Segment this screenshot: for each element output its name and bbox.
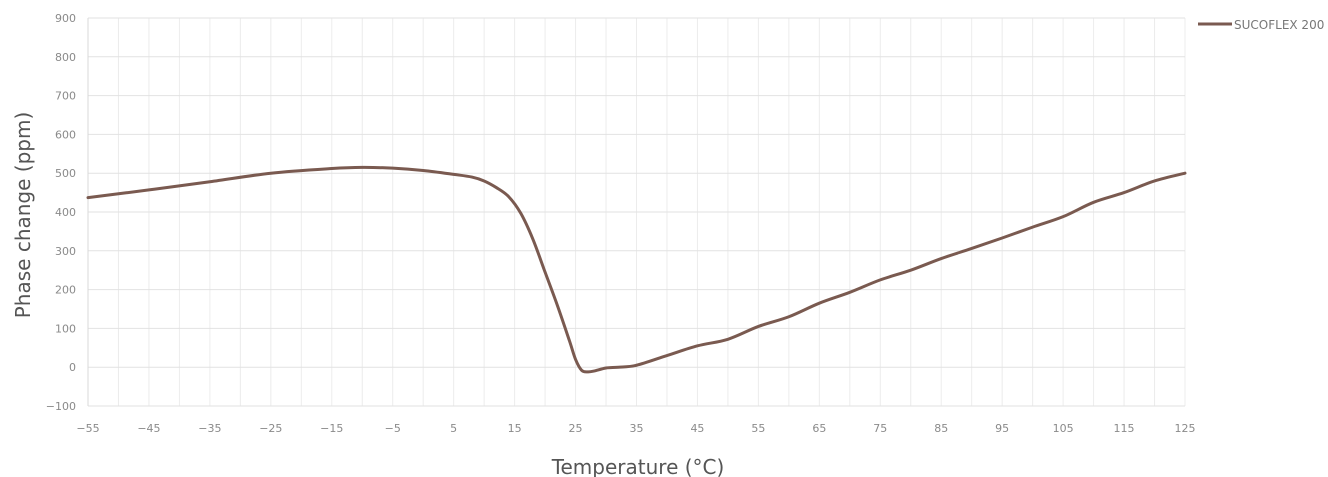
x-tick-label: −55: [76, 422, 99, 435]
y-tick-label: 900: [55, 12, 76, 25]
legend-entry: SUCOFLEX 200: [1234, 18, 1324, 32]
x-tick-label: −5: [385, 422, 401, 435]
y-tick-label: 0: [69, 361, 76, 374]
x-tick-label: 25: [569, 422, 583, 435]
x-axis: −55 −45 −35 −25 −15 −5 5 15 25 35 45 55 65 75 85 95 105 1…: [76, 422, 1195, 435]
x-tick-label: 15: [508, 422, 522, 435]
series-group: [86, 165, 1187, 374]
y-axis-title: Phase change (ppm): [11, 112, 35, 319]
y-tick-label: −100: [46, 400, 76, 413]
x-tick-label: 125: [1175, 422, 1196, 435]
x-tick-label: 65: [812, 422, 826, 435]
x-tick-label: 55: [751, 422, 765, 435]
x-tick-label: 5: [450, 422, 457, 435]
y-tick-label: 700: [55, 90, 76, 103]
x-tick-label: −15: [320, 422, 343, 435]
x-tick-label: 35: [630, 422, 644, 435]
x-tick-label: 45: [690, 422, 704, 435]
x-tick-label: 115: [1114, 422, 1135, 435]
x-axis-title: Temperature (°C): [551, 455, 725, 477]
y-tick-label: 400: [55, 206, 76, 219]
y-tick-label: 800: [55, 51, 76, 64]
y-tick-label: 500: [55, 167, 76, 180]
x-tick-label: 75: [873, 422, 887, 435]
x-tick-label: 95: [995, 422, 1009, 435]
y-axis: 900 800 700 600 500 400 300 200 100 0 −100: [46, 12, 76, 413]
legend: SUCOFLEX 200: [1198, 18, 1324, 32]
x-tick-label: −35: [198, 422, 221, 435]
y-tick-label: 600: [55, 128, 76, 141]
x-tick-label: −25: [259, 422, 282, 435]
grid: [87, 17, 1186, 407]
y-tick-label: 200: [55, 284, 76, 297]
x-tick-label: 105: [1053, 422, 1074, 435]
series-line: [86, 165, 1187, 374]
x-tick-label: 85: [934, 422, 948, 435]
y-tick-label: 100: [55, 322, 76, 335]
y-tick-label: 300: [55, 245, 76, 258]
x-tick-label: −45: [137, 422, 160, 435]
